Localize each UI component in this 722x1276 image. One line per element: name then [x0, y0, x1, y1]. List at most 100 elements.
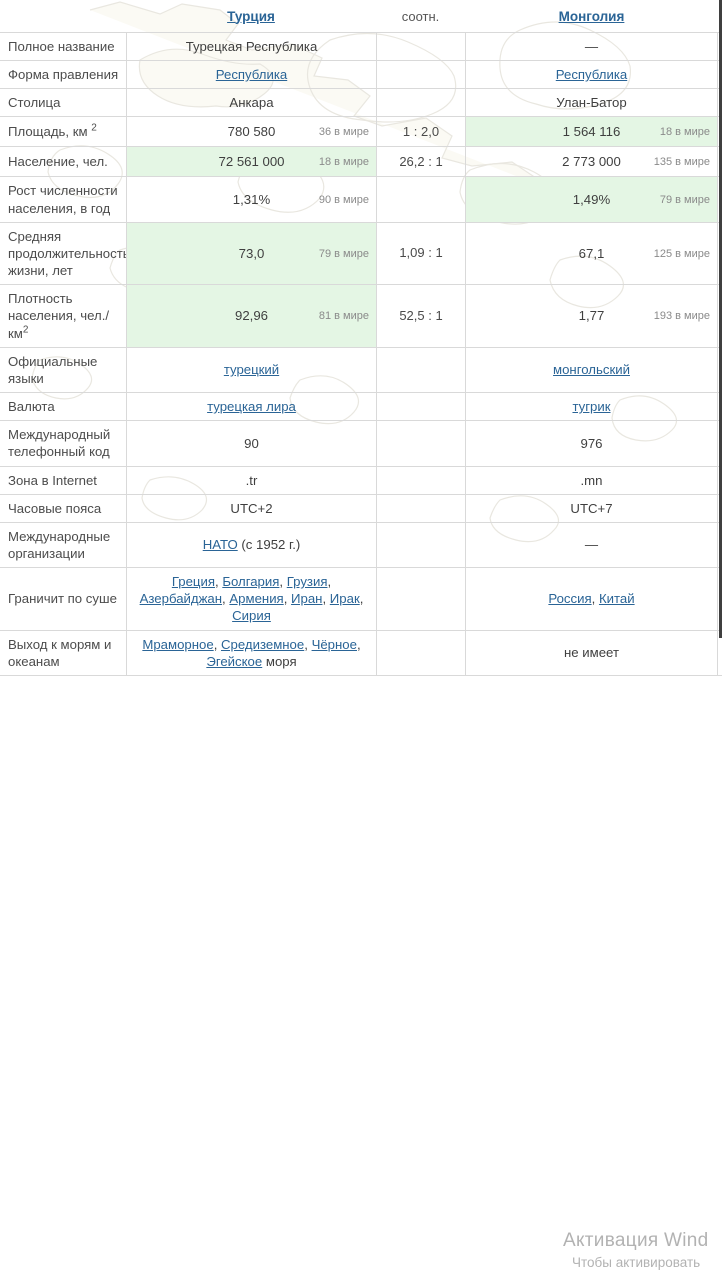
cell-value: UTC+2	[230, 500, 272, 517]
row-label: Выход к морям и океанам	[0, 631, 126, 675]
world-rank-badge: 18 в мире	[660, 125, 710, 139]
world-rank-badge: 79 в мире	[660, 192, 710, 206]
row-label: Граничит по суше	[0, 568, 126, 629]
mongolia-cell: монгольский	[465, 348, 718, 392]
cell-link[interactable]: турецкий	[224, 362, 279, 377]
cell-link[interactable]: Ирак	[330, 591, 360, 606]
turkey-cell: НАТО (с 1952 г.)	[126, 523, 376, 567]
row-label: Площадь, км 2	[0, 117, 126, 146]
table-row: Зона в Internet.tr.mn	[0, 466, 722, 494]
cell-value: 2 773 000	[562, 153, 621, 170]
ratio-cell	[376, 33, 465, 60]
cell-value: —	[585, 38, 598, 55]
cell-value: 1,49%	[573, 191, 610, 208]
ratio-cell	[376, 348, 465, 392]
cell-value: 1,31%	[233, 191, 270, 208]
cell-link[interactable]: Россия	[548, 591, 591, 606]
watermark-line-2: Чтобы активировать	[572, 1255, 700, 1270]
cell-value: 72 561 000	[218, 153, 284, 170]
mongolia-cell: 2 773 000 135 в мире	[465, 147, 718, 176]
cell-value: .mn	[581, 472, 603, 489]
mongolia-cell: не имеет	[465, 631, 718, 675]
cell-value: 1,77	[579, 307, 605, 324]
cell-link[interactable]: Грузия	[287, 574, 328, 589]
cell-value: 90	[244, 435, 259, 452]
turkey-cell: UTC+2	[126, 495, 376, 522]
cell-link[interactable]: Эгейское	[206, 654, 262, 669]
turkey-cell: Мраморное, Средиземное, Чёрное, Эгейское…	[126, 631, 376, 675]
cell-value: 92,96	[235, 307, 268, 324]
cell-link[interactable]: НАТО	[203, 537, 238, 552]
superscript: 2	[91, 123, 97, 134]
cell-value: Республика	[556, 66, 627, 83]
cell-value: 73,0	[239, 245, 265, 262]
mongolia-cell: Республика	[465, 61, 718, 88]
table-row: Международные организации НАТО (с 1952 г.…	[0, 522, 722, 567]
turkey-cell: 90	[126, 421, 376, 465]
cell-link[interactable]: Республика	[556, 67, 627, 82]
row-label: Население, чел.	[0, 147, 126, 176]
row-label: Столица	[0, 89, 126, 116]
cell-link[interactable]: турецкая лира	[207, 399, 296, 414]
mongolia-cell: тугрик	[465, 393, 718, 420]
row-label: Форма правления	[0, 61, 126, 88]
ratio-cell	[376, 89, 465, 116]
row-label: Валюта	[0, 393, 126, 420]
cell-link[interactable]: Иран	[291, 591, 322, 606]
mongolia-cell: —	[465, 523, 718, 567]
ratio-cell	[376, 177, 465, 221]
cell-link[interactable]: Армения	[229, 591, 283, 606]
row-label: Средняя продолжительность жизни, лет	[0, 223, 126, 284]
turkey-cell: турецкий	[126, 348, 376, 392]
row-label: Часовые пояса	[0, 495, 126, 522]
cell-link[interactable]: Республика	[216, 67, 287, 82]
cell-value: НАТО (с 1952 г.)	[203, 536, 301, 553]
world-rank-badge: 135 в мире	[654, 155, 710, 169]
cell-value: Турецкая Республика	[186, 38, 318, 55]
cell-value: монгольский	[553, 361, 630, 378]
mongolia-cell: Россия, Китай	[465, 568, 718, 629]
cell-value: Греция, Болгария, Грузия, Азербайджан, А…	[137, 573, 366, 624]
world-rank-badge: 18 в мире	[319, 155, 369, 169]
cell-value: тугрик	[572, 398, 610, 415]
cell-link[interactable]: Азербайджан	[140, 591, 222, 606]
mongolia-cell: 976	[465, 421, 718, 465]
cell-link[interactable]: монгольский	[553, 362, 630, 377]
turkey-header-link[interactable]: Турция	[227, 9, 275, 24]
cell-link[interactable]: Китай	[599, 591, 635, 606]
row-label: Рост численности населения, в год	[0, 177, 126, 221]
cell-link[interactable]: Греция	[172, 574, 215, 589]
cell-link[interactable]: Средиземное	[221, 637, 304, 652]
ratio-cell	[376, 495, 465, 522]
ratio-cell	[376, 568, 465, 629]
cell-value: UTC+7	[570, 500, 612, 517]
mongolia-cell: —	[465, 33, 718, 60]
cell-value: Республика	[216, 66, 287, 83]
world-rank-badge: 81 в мире	[319, 309, 369, 323]
turkey-cell: Турецкая Республика	[126, 33, 376, 60]
row-label: Международные организации	[0, 523, 126, 567]
row-label: Плотность населения, чел./км2	[0, 285, 126, 346]
cell-link[interactable]: Чёрное	[312, 637, 357, 652]
mongolia-header-link[interactable]: Монголия	[559, 9, 625, 24]
table-row: Форма правления Республика Республика	[0, 60, 722, 88]
turkey-cell: Анкара	[126, 89, 376, 116]
world-rank-badge: 79 в мире	[319, 246, 369, 260]
cell-link[interactable]: тугрик	[572, 399, 610, 414]
world-rank-badge: 125 в мире	[654, 246, 710, 260]
turkey-cell: 92,96 81 в мире	[126, 285, 376, 346]
watermark-line-1: Активация Wind	[563, 1230, 709, 1252]
table-header: Турция соотн. Монголия	[0, 0, 722, 32]
ratio-cell	[376, 523, 465, 567]
cell-link[interactable]: Мраморное	[142, 637, 213, 652]
cell-link[interactable]: Болгария	[222, 574, 279, 589]
turkey-cell: .tr	[126, 467, 376, 494]
cell-link[interactable]: Сирия	[232, 608, 271, 623]
